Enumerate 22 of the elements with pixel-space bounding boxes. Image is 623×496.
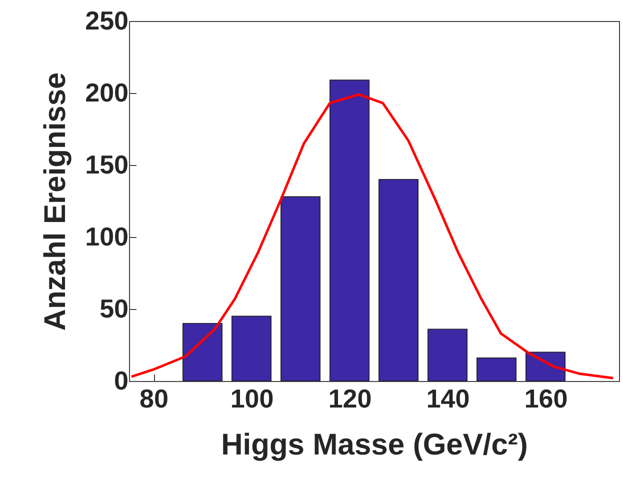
bar: [330, 80, 370, 382]
x-tick-label: 100: [230, 384, 274, 414]
bar: [280, 196, 320, 382]
y-tick-label: 150: [85, 150, 128, 180]
bar: [526, 352, 566, 382]
bar: [232, 316, 272, 382]
y-tick-label: 0: [114, 366, 128, 396]
y-tick-label: 50: [100, 294, 128, 324]
x-tick-label: 80: [140, 384, 168, 414]
y-axis-title: Anzahl Ereignisse: [39, 72, 72, 331]
x-tick-label: 160: [524, 384, 568, 414]
x-axis-title: Higgs Masse (GeV/c²): [221, 428, 528, 462]
bar: [378, 179, 418, 382]
x-tick-label: 120: [328, 384, 372, 414]
bar: [182, 323, 222, 382]
y-tick-label: 100: [85, 222, 128, 252]
bar: [476, 358, 516, 382]
y-tick-label: 250: [85, 6, 128, 36]
bar: [428, 328, 468, 382]
y-tick-label: 200: [85, 78, 128, 108]
x-tick-label: 140: [426, 384, 470, 414]
line-series: [130, 93, 614, 380]
